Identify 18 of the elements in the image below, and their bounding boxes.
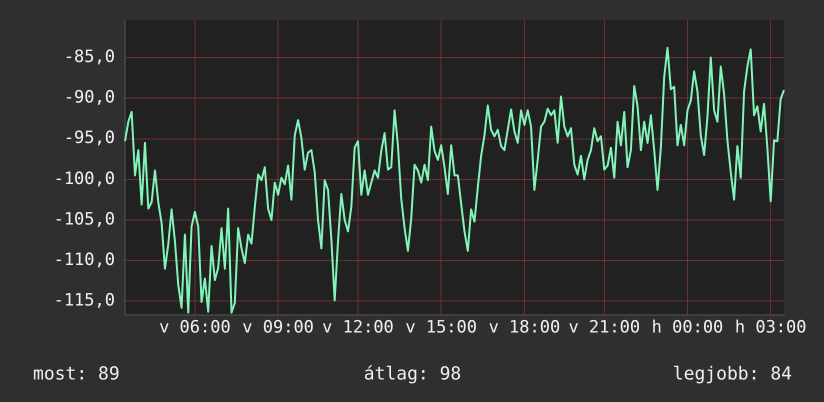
text: legjobb: 84	[672, 364, 792, 385]
x-tick-label: h 03:00	[734, 318, 807, 338]
y-tick-label: -115,0	[54, 290, 115, 311]
y-tick-label: -90,0	[64, 88, 115, 108]
y-tick-label: -95,0	[64, 128, 115, 148]
x-tick-label: v 18:00	[488, 318, 560, 338]
y-tick-label: -110,0	[54, 250, 115, 270]
text: átlag: 98	[364, 364, 462, 385]
text: most: 89	[33, 364, 120, 385]
x-tick-label: v 15:00	[405, 318, 478, 338]
y-tick-label: -85,0	[64, 46, 115, 67]
x-tick-label: v 21:00	[568, 318, 640, 338]
x-tick-label: h 00:00	[652, 318, 724, 338]
x-tick-label: v 12:00	[322, 318, 394, 338]
x-tick-label: v 09:00	[242, 318, 314, 338]
x-tick-label: v 06:00	[159, 318, 231, 338]
y-tick-label: -105,0	[54, 209, 115, 230]
y-tick-label: -100,0	[54, 168, 115, 189]
